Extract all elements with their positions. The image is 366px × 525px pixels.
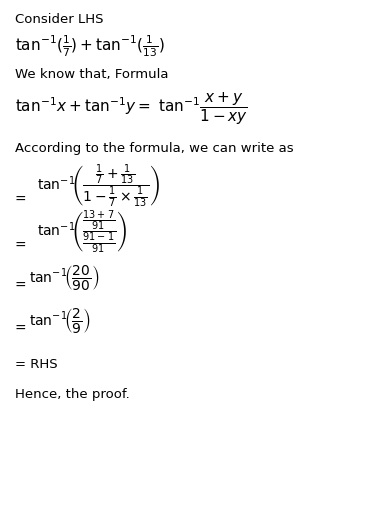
Text: We know that, Formula: We know that, Formula	[15, 68, 168, 81]
Text: $\mathrm{tan}^{-1} \!\left( \dfrac{\frac{13+7}{91}}{\frac{91-1}{91}} \right)$: $\mathrm{tan}^{-1} \!\left( \dfrac{\frac…	[37, 208, 127, 256]
Text: $\mathrm{tan}^{-1} \!\left( \dfrac{\frac{1}{7}+\frac{1}{13}}{1-\frac{1}{7}\times: $\mathrm{tan}^{-1} \!\left( \dfrac{\frac…	[37, 163, 160, 210]
Text: =: =	[15, 239, 26, 253]
Text: = RHS: = RHS	[15, 359, 57, 371]
Text: =: =	[15, 279, 26, 293]
Text: Consider LHS: Consider LHS	[15, 14, 103, 26]
Text: =: =	[15, 193, 26, 206]
Text: $\mathrm{tan}^{-1} x + \mathrm{tan}^{-1} y =\ \mathrm{tan}^{-1} \dfrac{x + y}{1 : $\mathrm{tan}^{-1} x + \mathrm{tan}^{-1}…	[15, 90, 248, 127]
Text: $\mathrm{tan}^{-1} \!\left( \dfrac{2}{9} \right)$: $\mathrm{tan}^{-1} \!\left( \dfrac{2}{9}…	[29, 306, 91, 335]
Text: $\mathrm{tan}^{-1} \!\left( \dfrac{20}{90} \right)$: $\mathrm{tan}^{-1} \!\left( \dfrac{20}{9…	[29, 262, 100, 292]
Text: Hence, the proof.: Hence, the proof.	[15, 388, 130, 401]
Text: =: =	[15, 322, 26, 336]
Text: $\mathrm{tan}^{-1}(\frac{1}{7}) + \mathrm{tan}^{-1}(\frac{1}{13})$: $\mathrm{tan}^{-1}(\frac{1}{7}) + \mathr…	[15, 34, 165, 59]
Text: According to the formula, we can write as: According to the formula, we can write a…	[15, 142, 293, 154]
